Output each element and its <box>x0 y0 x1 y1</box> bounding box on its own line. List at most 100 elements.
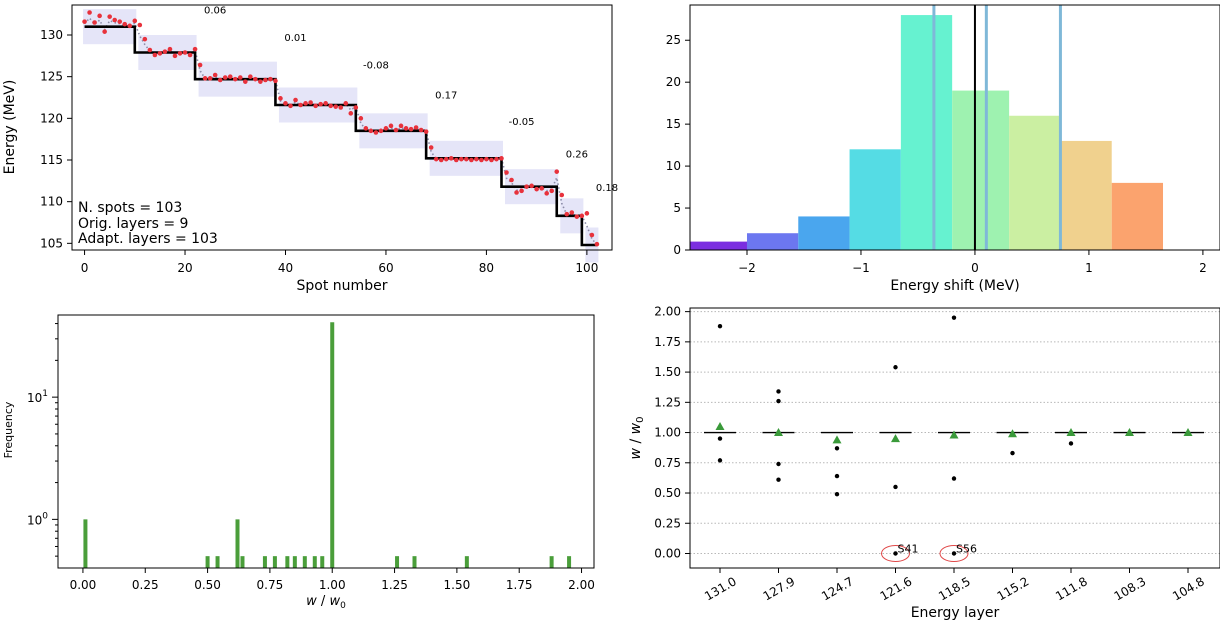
spot-point <box>303 101 308 106</box>
spot-point <box>448 156 454 161</box>
histogram-bar <box>330 322 335 568</box>
x-tick-label: 0.00 <box>70 578 97 592</box>
x-tick-label: 1 <box>1085 261 1093 275</box>
mean-marker <box>832 435 842 444</box>
spot-point <box>253 76 258 82</box>
histogram-bar <box>395 556 400 568</box>
histogram-bar <box>312 556 317 568</box>
weight-point <box>834 473 840 479</box>
chart-a-ylabel: Energy (MeV) <box>2 80 18 175</box>
shift-label: -0.08 <box>363 60 389 71</box>
spot-point <box>363 126 369 131</box>
weight-point <box>717 458 723 463</box>
spot-point <box>227 74 233 79</box>
spot-point <box>258 79 263 84</box>
y-tick-label: 0.25 <box>654 516 681 530</box>
spot-point <box>489 157 494 163</box>
chart-b-frame <box>689 4 1220 251</box>
weight-ratio-by-layer-chart: S41 S56 0.00 0.25 0.50 0.75 1.00 1.25 1.50 1.75 2… <box>628 305 1220 621</box>
spot-point <box>117 19 123 24</box>
histogram-bar <box>464 556 469 568</box>
spot-point <box>142 36 148 42</box>
y-tick-base: 10 <box>27 513 42 527</box>
mean-marker <box>774 428 783 437</box>
spot-point <box>453 157 459 163</box>
spot-point <box>177 51 183 56</box>
mean-marker <box>715 422 725 431</box>
histogram-bar <box>83 519 88 568</box>
chart-b-xlabel: Energy shift (MeV) <box>890 278 1019 294</box>
mean-marker <box>1008 429 1017 438</box>
spot-point <box>97 13 102 19</box>
weight-point <box>834 446 840 451</box>
x-tick-label: 60 <box>378 261 393 275</box>
spot-point <box>232 76 238 82</box>
chart-c-frame <box>57 314 595 569</box>
spot-point <box>92 20 97 25</box>
spot-point <box>273 78 278 84</box>
spot-point <box>132 18 138 24</box>
x-tick-label: 108.3 <box>1112 574 1149 603</box>
x-tick-label: 80 <box>479 261 494 275</box>
histogram-bar <box>567 556 572 568</box>
chart-c-ylabel: Frequency <box>2 401 15 458</box>
y-tick-label: 1.00 <box>654 426 681 440</box>
spot-point <box>313 103 318 109</box>
spot-point <box>333 104 339 109</box>
chart-d-ylabel: w / w0 <box>628 417 646 460</box>
spot-point <box>378 128 384 134</box>
spot-point <box>554 169 560 174</box>
outlier-ring <box>881 544 910 562</box>
spot-point <box>403 126 409 131</box>
chart-a-info-3: Adapt. layers = 103 <box>78 231 218 247</box>
x-tick-label: 104.8 <box>1170 574 1207 603</box>
mean-marker <box>1183 428 1193 437</box>
chart-a-xlabel: Spot number <box>297 278 388 294</box>
x-tick-label: 131.0 <box>702 574 739 603</box>
histogram-bar <box>849 149 901 250</box>
spot-point <box>318 101 323 107</box>
spot-point <box>217 77 223 83</box>
y-tick-label: 15 <box>666 117 681 131</box>
weight-point <box>776 477 781 482</box>
x-tick-label: −2 <box>738 261 756 275</box>
spot-point <box>373 130 379 135</box>
spot-point <box>152 52 158 58</box>
shift-label: 0.26 <box>566 150 588 161</box>
y-tick-label: 130 <box>40 28 63 42</box>
weight-point <box>776 398 781 404</box>
spot-point <box>283 101 288 106</box>
spot-point <box>343 101 349 106</box>
spot-point <box>438 157 444 163</box>
spot-point <box>243 79 248 84</box>
spot-point <box>534 186 539 192</box>
spot-point <box>579 213 585 219</box>
spot-point <box>539 186 544 191</box>
outlier-label: S56 <box>956 542 977 555</box>
histogram-bar <box>412 556 417 568</box>
x-tick-label: 2 <box>1199 261 1207 275</box>
weight-point <box>951 476 957 481</box>
spot-point <box>248 74 253 79</box>
spot-point <box>589 232 595 238</box>
spot-point <box>433 156 439 162</box>
x-tick-label: 2.00 <box>568 578 595 592</box>
histogram-bar <box>272 556 277 568</box>
spot-point <box>107 14 112 19</box>
spot-point <box>353 105 359 110</box>
chart-a-frame <box>71 4 613 251</box>
x-tick-label: 1.75 <box>506 578 533 592</box>
mean-marker <box>949 430 959 439</box>
histogram-bar <box>1009 115 1061 251</box>
spot-point <box>504 170 509 175</box>
histogram-bar <box>1111 182 1164 250</box>
spot-point <box>82 19 87 24</box>
spot-point <box>594 241 600 247</box>
histogram-bar <box>235 519 240 568</box>
y-tick-label: 10 <box>666 159 681 173</box>
spot-point <box>494 156 499 162</box>
y-tick-label: 1.25 <box>654 395 681 409</box>
y-tick-exponent: 1 <box>42 389 48 399</box>
weight-point <box>1010 450 1015 456</box>
